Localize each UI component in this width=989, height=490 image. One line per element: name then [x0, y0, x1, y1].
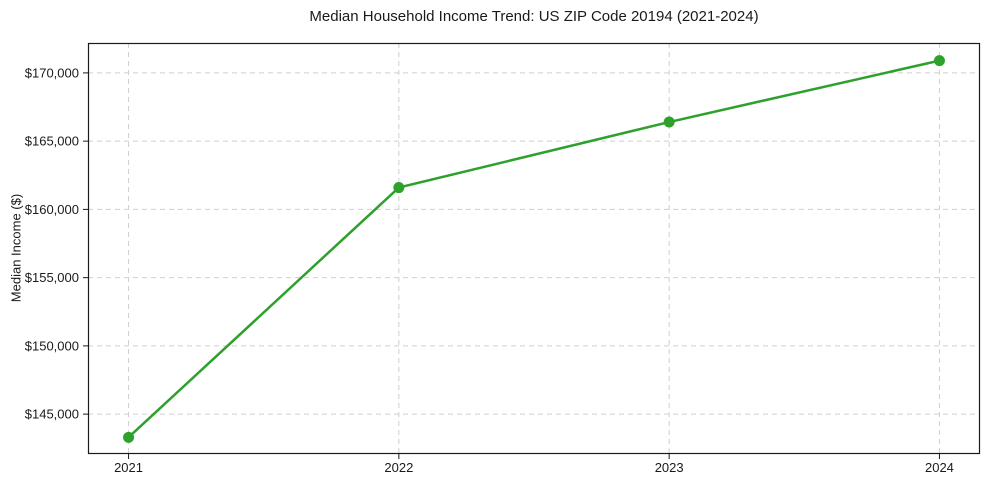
data-point-2021: [123, 431, 135, 443]
x-tick-label: 2021: [114, 460, 143, 475]
y-tick-label: $145,000: [25, 407, 79, 422]
y-tick-label: $155,000: [25, 270, 79, 285]
x-tick-label: 2023: [655, 460, 684, 475]
data-point-2022: [393, 182, 405, 194]
data-point-2024: [933, 55, 945, 67]
x-tick-label: 2022: [384, 460, 413, 475]
y-tick-label: $165,000: [25, 134, 79, 149]
chart-title: Median Household Income Trend: US ZIP Co…: [309, 8, 759, 25]
y-tick-label: $160,000: [25, 202, 79, 217]
data-point-2023: [663, 116, 675, 128]
trend-line: [127, 59, 941, 439]
y-tick-label: $170,000: [25, 65, 79, 80]
plot-border: [87, 42, 981, 455]
x-tick-label: 2024: [925, 460, 954, 475]
y-tick-label: $150,000: [25, 338, 79, 353]
